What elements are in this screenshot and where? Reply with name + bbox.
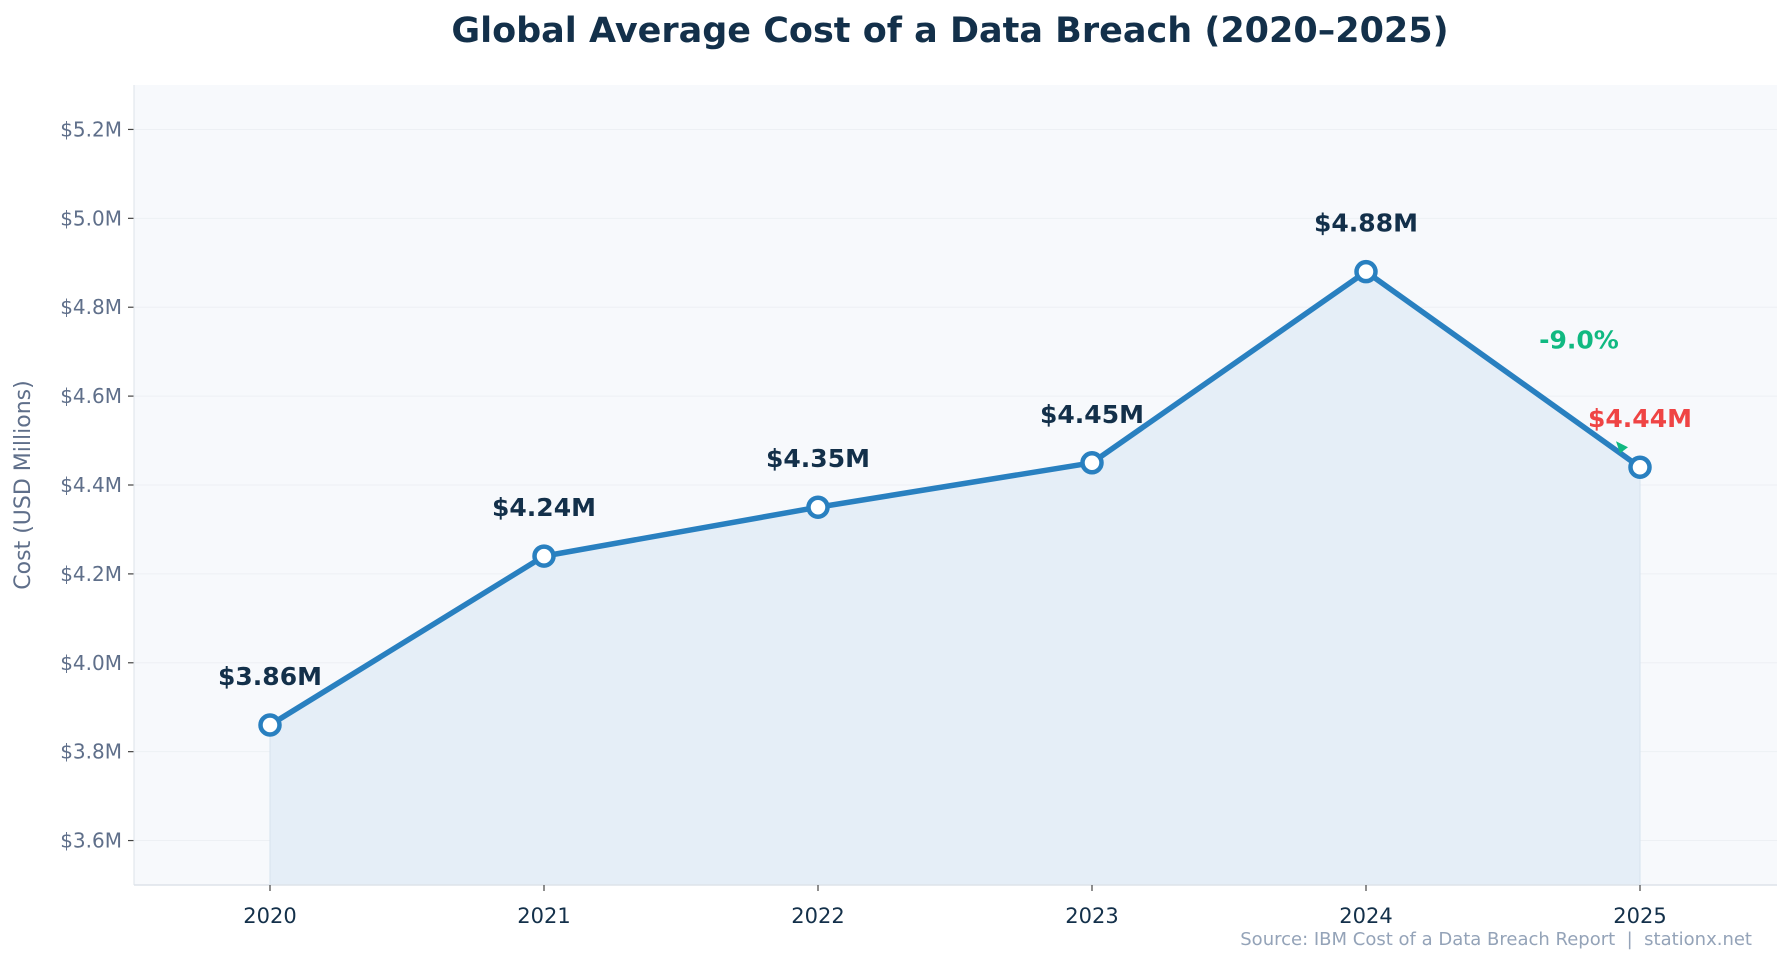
source-note: Source: IBM Cost of a Data Breach Report… xyxy=(1240,929,1752,950)
y-axis-label: Cost (USD Millions) xyxy=(11,380,36,589)
x-tick-label: 2021 xyxy=(517,904,570,928)
y-tick-label: $4.4M xyxy=(60,473,122,497)
x-tick-label: 2023 xyxy=(1065,904,1118,928)
x-tick-label: 2022 xyxy=(791,904,844,928)
y-tick-label: $4.6M xyxy=(60,384,122,408)
y-tick-label: $4.2M xyxy=(60,562,122,586)
x-tick-label: 2024 xyxy=(1339,904,1392,928)
y-tick-label: $3.6M xyxy=(60,829,122,853)
data-point xyxy=(1628,455,1652,479)
data-label: $4.24M xyxy=(492,493,596,522)
x-tick-label: 2025 xyxy=(1613,904,1666,928)
x-tick-label: 2020 xyxy=(243,904,296,928)
data-label: $4.44M xyxy=(1588,404,1692,433)
change-annotation: -9.0% xyxy=(1539,325,1619,354)
data-label: $4.45M xyxy=(1040,400,1144,429)
chart-title: Global Average Cost of a Data Breach (20… xyxy=(451,11,1448,51)
data-point xyxy=(258,713,282,737)
data-point xyxy=(1354,259,1378,284)
data-point xyxy=(1080,451,1104,475)
data-point xyxy=(806,495,830,519)
y-tick-label: $3.8M xyxy=(60,740,122,764)
y-tick-label: $5.0M xyxy=(60,206,122,230)
data-label: $4.35M xyxy=(766,444,870,473)
y-tick-label: $4.8M xyxy=(60,295,122,319)
annotation-arrowhead xyxy=(1616,441,1628,454)
data-label: $4.88M xyxy=(1314,209,1418,238)
y-tick-label: $4.0M xyxy=(60,651,122,675)
data-label: $3.86M xyxy=(218,662,322,691)
series-line xyxy=(268,268,1642,728)
y-tick-label: $5.2M xyxy=(60,117,122,141)
data-point xyxy=(532,544,556,568)
